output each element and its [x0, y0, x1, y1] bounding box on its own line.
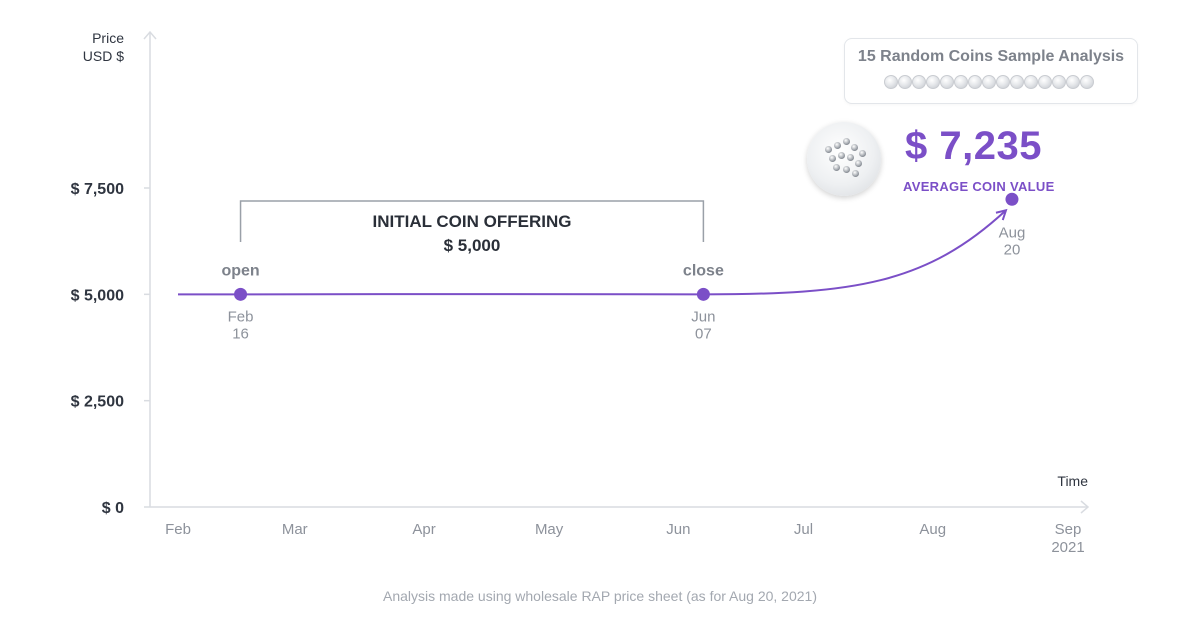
coin-row [884, 75, 1098, 89]
data-point-date: 16 [232, 325, 249, 342]
y-axis-title: Price [92, 30, 124, 46]
data-point [1005, 192, 1019, 206]
y-tick-label: $ 5,000 [71, 287, 124, 304]
x-tick-label: Apr [412, 521, 435, 538]
data-point-date: Jun [691, 308, 715, 325]
sample-title: 15 Random Coins Sample Analysis [857, 48, 1125, 65]
price-series-line [178, 210, 1006, 296]
y-tick-label: $ 2,500 [71, 394, 124, 411]
x-tick-label: Jun [666, 521, 690, 538]
x-tick-label: 2021 [1051, 539, 1084, 556]
y-tick-label: $ 7,500 [71, 181, 124, 198]
sample-info-box: 15 Random Coins Sample Analysis [844, 38, 1138, 104]
x-axis-title: Time [1057, 473, 1088, 489]
y-axis-ticks: $ 7,500 $ 5,000 $ 2,500 $ 0 [71, 181, 150, 517]
coin-icon [1038, 75, 1052, 89]
data-point-label: open [221, 262, 259, 279]
series-layer [178, 210, 1006, 296]
ico-price: $ 5,000 [444, 236, 501, 255]
coin-icon [1080, 75, 1094, 89]
coin-icon [1052, 75, 1066, 89]
average-value: $ 7,235 [905, 124, 1042, 168]
coin-icon [1010, 75, 1024, 89]
x-axis-arrow [1080, 500, 1090, 514]
y-axis-arrow [143, 30, 157, 40]
coin-icon [996, 75, 1010, 89]
data-point [696, 287, 710, 301]
coin-icon [912, 75, 926, 89]
coin-icon [898, 75, 912, 89]
coin-icon [954, 75, 968, 89]
coin-icon [940, 75, 954, 89]
ico-title: INITIAL COIN OFFERING [372, 212, 571, 231]
data-point-date: Aug [999, 224, 1026, 241]
x-tick-label: Aug [919, 521, 946, 538]
footer-note: Analysis made using wholesale RAP price … [383, 588, 817, 604]
data-point-date: Feb [228, 308, 254, 325]
data-point-label: close [683, 262, 724, 279]
y-tick-label: $ 0 [102, 500, 124, 517]
data-point-date: 07 [695, 325, 712, 342]
coin-icon [884, 75, 898, 89]
coin-icon [968, 75, 982, 89]
x-tick-label: May [535, 521, 564, 538]
x-tick-label: Jul [794, 521, 813, 538]
y-axis-title: USD $ [83, 48, 124, 64]
chart-axes: Price USD $ Time [83, 30, 1090, 514]
x-tick-label: Feb [165, 521, 191, 538]
coin-pile-icon [807, 122, 881, 196]
coin-icon [1066, 75, 1080, 89]
coin-icon [926, 75, 940, 89]
ico-annotation: INITIAL COIN OFFERING $ 5,000 [239, 200, 705, 255]
coin-icon [982, 75, 996, 89]
data-point [234, 287, 248, 301]
coin-icon [1024, 75, 1038, 89]
data-point-date: 20 [1004, 241, 1021, 258]
x-tick-label: Sep [1055, 521, 1082, 538]
average-value-label: AVERAGE COIN VALUE [903, 179, 1055, 194]
x-tick-label: Mar [282, 521, 308, 538]
ico-bracket [239, 200, 705, 242]
